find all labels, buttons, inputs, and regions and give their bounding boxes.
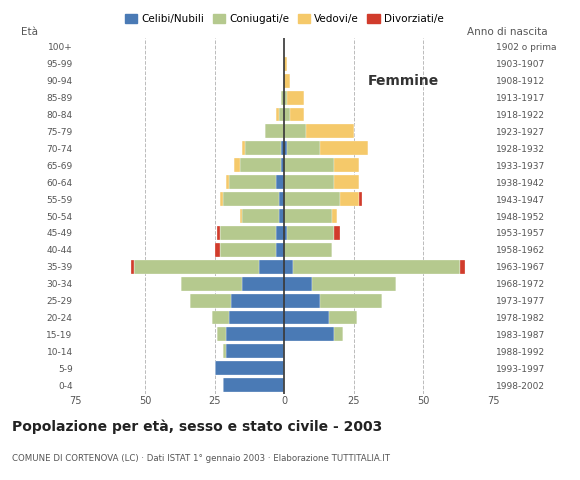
Bar [223, 378, 284, 392]
Bar [276, 108, 278, 121]
Bar [278, 209, 284, 223]
Bar [278, 108, 284, 121]
Bar [259, 260, 284, 274]
Bar [234, 158, 240, 172]
Bar [312, 277, 396, 290]
Bar [242, 277, 284, 290]
Bar [340, 192, 360, 206]
Bar [284, 91, 287, 105]
Bar [281, 158, 284, 172]
Bar [181, 277, 242, 290]
Bar [284, 142, 287, 155]
Bar [223, 344, 226, 358]
Bar [284, 175, 334, 189]
Bar [218, 226, 220, 240]
Bar [287, 142, 320, 155]
Bar [242, 142, 245, 155]
Text: Femmine: Femmine [368, 74, 439, 88]
Bar [220, 226, 276, 240]
Bar [306, 124, 354, 138]
Bar [220, 243, 276, 257]
Bar [284, 243, 332, 257]
Bar [264, 124, 284, 138]
Bar [284, 294, 320, 308]
Bar [320, 294, 382, 308]
Text: Popolazione per età, sesso e stato civile - 2003: Popolazione per età, sesso e stato civil… [12, 420, 382, 434]
Bar [226, 344, 284, 358]
Bar [229, 175, 276, 189]
Bar [240, 158, 281, 172]
Bar [329, 311, 357, 324]
Bar [276, 175, 284, 189]
Text: Età: Età [21, 26, 38, 36]
Bar [284, 327, 334, 341]
Text: COMUNE DI CORTENOVA (LC) · Dati ISTAT 1° gennaio 2003 · Elaborazione TUTTITALIA.: COMUNE DI CORTENOVA (LC) · Dati ISTAT 1°… [12, 454, 390, 463]
Bar [320, 142, 368, 155]
Bar [276, 226, 284, 240]
Bar [242, 209, 278, 223]
Bar [276, 243, 284, 257]
Bar [284, 108, 290, 121]
Bar [240, 209, 242, 223]
Bar [284, 226, 287, 240]
Bar [459, 260, 465, 274]
Bar [332, 209, 337, 223]
Text: Anno di nascita: Anno di nascita [467, 26, 548, 36]
Bar [281, 91, 284, 105]
Bar [134, 260, 259, 274]
Bar [284, 158, 334, 172]
Bar [284, 74, 290, 88]
Bar [287, 226, 334, 240]
Bar [226, 175, 229, 189]
Bar [334, 327, 343, 341]
Bar [215, 243, 220, 257]
Bar [190, 294, 231, 308]
Bar [278, 192, 284, 206]
Bar [284, 260, 292, 274]
Bar [281, 142, 284, 155]
Bar [284, 192, 340, 206]
Bar [284, 57, 287, 71]
Bar [220, 192, 223, 206]
Bar [284, 277, 312, 290]
Bar [334, 175, 360, 189]
Bar [215, 361, 284, 375]
Bar [360, 192, 362, 206]
Bar [231, 294, 284, 308]
Bar [245, 142, 281, 155]
Bar [284, 209, 332, 223]
Bar [284, 311, 329, 324]
Bar [226, 327, 284, 341]
Bar [223, 192, 278, 206]
Bar [131, 260, 134, 274]
Bar [229, 311, 284, 324]
Bar [292, 260, 459, 274]
Bar [218, 327, 226, 341]
Bar [290, 108, 304, 121]
Bar [284, 124, 306, 138]
Bar [334, 226, 340, 240]
Bar [334, 158, 360, 172]
Bar [212, 311, 229, 324]
Bar [287, 91, 304, 105]
Legend: Celibi/Nubili, Coniugati/e, Vedovi/e, Divorziati/e: Celibi/Nubili, Coniugati/e, Vedovi/e, Di… [121, 10, 448, 28]
